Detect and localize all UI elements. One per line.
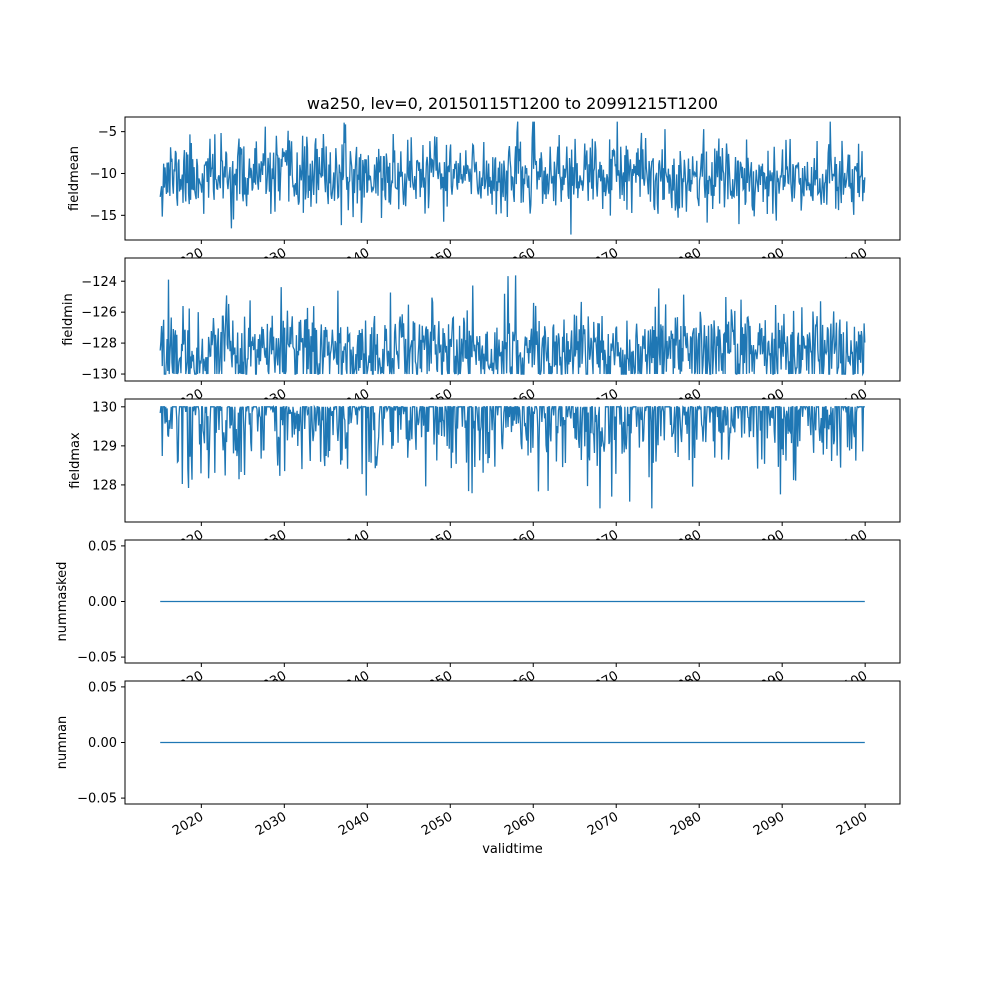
y-axis-label-fieldmean: fieldmean xyxy=(67,146,82,211)
x-tick-label: 2090 xyxy=(751,809,787,839)
subplot-nummasked: 0.050.00−0.05202020302040205020602070208… xyxy=(55,539,901,698)
y-tick-label: −10 xyxy=(90,167,117,182)
y-tick-label: 0.00 xyxy=(88,736,117,751)
x-tick-label: 2100 xyxy=(834,809,870,839)
y-tick-label: −0.05 xyxy=(77,792,117,807)
y-axis-label-numnan: numnan xyxy=(55,716,70,770)
y-tick-label: 0.05 xyxy=(88,680,117,695)
x-tick-label: 2060 xyxy=(502,809,538,839)
x-tick-label: 2040 xyxy=(336,809,372,839)
x-tick-label: 2030 xyxy=(253,809,289,839)
x-tick-label: 2050 xyxy=(419,809,455,839)
y-tick-label: −15 xyxy=(90,209,117,224)
subplot-fieldmax: 1281291302020203020402050206020702080209… xyxy=(68,398,901,557)
y-tick-label: −128 xyxy=(81,337,117,352)
x-tick-label: 2070 xyxy=(585,809,621,839)
y-axis-label-fieldmin: fieldmin xyxy=(61,293,76,346)
y-tick-label: −126 xyxy=(81,306,117,321)
y-axis-label-fieldmax: fieldmax xyxy=(68,432,83,489)
y-tick-label: 129 xyxy=(92,439,117,454)
y-tick-label: 0.00 xyxy=(88,595,117,610)
y-axis-label-nummasked: nummasked xyxy=(55,562,70,642)
subplot-fieldmean: −5−10−1520202030204020502060207020802090… xyxy=(67,116,901,275)
axes-frame xyxy=(124,398,901,523)
y-tick-label: −0.05 xyxy=(77,651,117,666)
x-tick-label: 2020 xyxy=(170,809,206,839)
subplot-numnan: 0.05 0.00 −0.05 2020 2030 2040 2050 2060 2070 208… xyxy=(55,680,901,839)
series-line-fieldmean xyxy=(159,121,866,235)
y-tick-label: 130 xyxy=(92,400,117,415)
subplot-fieldmin: −124−126−128−130202020302040205020602070… xyxy=(61,257,901,416)
x-axis-label: validtime xyxy=(482,842,543,857)
axes-frame xyxy=(124,257,901,382)
series-line-fieldmax xyxy=(159,404,865,509)
y-tick-label: 128 xyxy=(92,478,117,493)
y-tick-label: 0.05 xyxy=(88,539,117,554)
x-tick-label: 2080 xyxy=(668,809,704,839)
series-line-fieldmin xyxy=(159,275,866,377)
y-tick-label: −124 xyxy=(81,275,117,290)
figure-title: wa250, lev=0, 20150115T1200 to 20991215T… xyxy=(306,94,719,113)
y-tick-label: −130 xyxy=(81,368,117,383)
axes-frame xyxy=(124,116,901,241)
y-tick-label: −5 xyxy=(98,125,117,140)
